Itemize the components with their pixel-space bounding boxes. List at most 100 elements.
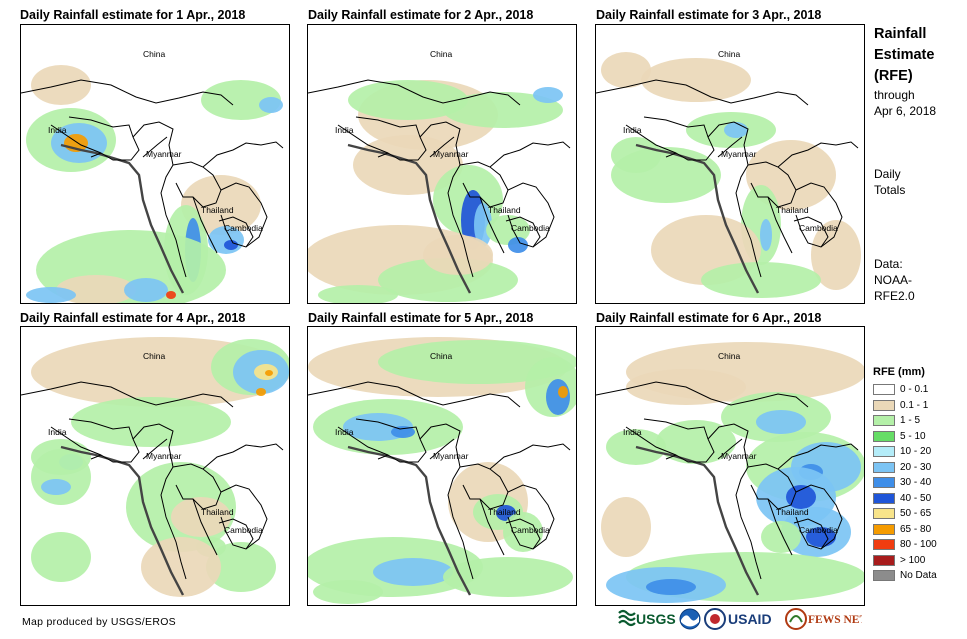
country-border xyxy=(132,121,187,278)
country-border xyxy=(507,484,555,550)
rainfall-area xyxy=(474,203,492,247)
country-border xyxy=(202,141,284,168)
legend-label: 5 - 10 xyxy=(900,430,926,442)
through-text: through Apr 6, 2018 xyxy=(874,87,936,119)
country-border xyxy=(596,79,809,106)
rainfall-area xyxy=(724,122,748,138)
rainfall-area xyxy=(786,485,816,509)
rainfall-map-graphic xyxy=(596,52,861,298)
rainfall-area xyxy=(601,52,651,88)
legend-items: 0 - 0.1 0.1 - 1 1 - 5 5 - 10 10 - 20 20 - 30 3… xyxy=(873,382,963,584)
rainfall-area xyxy=(508,237,528,253)
rainfall-area xyxy=(756,410,806,434)
rainfall-map-graphic xyxy=(21,337,289,597)
credit-text: Map produced by USGS/EROS xyxy=(22,616,176,628)
rainfall-area xyxy=(141,537,221,597)
country-border xyxy=(795,484,843,550)
legend-item: 0 - 0.1 xyxy=(873,382,963,398)
legend-label: No Data xyxy=(900,570,937,582)
country-border xyxy=(793,216,829,248)
country-border xyxy=(419,423,474,580)
rainfall-area xyxy=(265,370,273,376)
country-border xyxy=(489,443,571,470)
daily-label: Daily xyxy=(874,167,901,181)
country-label-india: India xyxy=(335,125,354,135)
legend-label: 10 - 20 xyxy=(900,446,932,458)
country-border xyxy=(337,124,389,154)
country-border xyxy=(625,426,677,456)
rainfall-area xyxy=(166,291,176,299)
country-border xyxy=(707,121,762,278)
legend-swatch xyxy=(873,539,895,551)
rainfall-area xyxy=(373,558,453,586)
rainfall-area xyxy=(443,92,563,128)
rainfall-area xyxy=(26,287,76,303)
legend-swatch xyxy=(873,570,895,582)
rainfall-area xyxy=(313,580,383,604)
country-label-india: India xyxy=(623,427,642,437)
rainfall-area xyxy=(423,235,493,275)
legend-swatch xyxy=(873,492,895,504)
country-border xyxy=(479,498,505,556)
legend-label: > 100 xyxy=(900,554,926,566)
country-border xyxy=(643,116,715,161)
country-label-cambodia: Cambodia xyxy=(799,525,838,535)
legend-label: 40 - 50 xyxy=(900,492,932,504)
through-date: Apr 6, 2018 xyxy=(874,104,937,118)
rainfall-area xyxy=(611,137,661,173)
legend-swatch xyxy=(873,508,895,520)
agency-logos: USGS USAID FEWS NET xyxy=(617,607,867,631)
rainfall-area xyxy=(256,388,266,396)
country-border xyxy=(308,381,521,408)
country-border xyxy=(192,196,218,254)
legend-swatch xyxy=(873,523,895,535)
country-label-india: India xyxy=(623,125,642,135)
rainfall-area xyxy=(641,58,751,102)
fews-net-logo-text: FEWS NET xyxy=(808,614,862,626)
logos-graphic: USGS USAID FEWS NET xyxy=(618,608,867,630)
country-border xyxy=(419,121,474,278)
country-border xyxy=(596,381,809,408)
rainfall-area xyxy=(31,449,91,505)
rainfall-area xyxy=(701,262,821,298)
rainfall-area xyxy=(41,479,71,495)
country-border xyxy=(767,196,793,254)
rainfall-area xyxy=(443,557,573,597)
country-border xyxy=(793,518,829,550)
rainfall-area xyxy=(124,278,168,302)
country-border xyxy=(192,498,218,556)
country-border xyxy=(747,161,797,208)
country-border xyxy=(50,124,102,154)
rainfall-area xyxy=(533,87,563,103)
legend-item: 40 - 50 xyxy=(873,491,963,507)
rainfall-area xyxy=(391,426,415,438)
country-border xyxy=(643,418,715,463)
rainfall-map: China India Myanmar Thailand Cambodia xyxy=(20,326,290,606)
country-label-china: China xyxy=(430,49,453,59)
legend-swatch xyxy=(873,430,895,442)
country-label-china: China xyxy=(430,351,453,361)
country-label-myanmar: Myanmar xyxy=(721,451,757,461)
through-label: through xyxy=(874,88,915,102)
country-border xyxy=(479,196,505,254)
country-label-myanmar: Myanmar xyxy=(433,149,469,159)
usgs-logo: USGS xyxy=(618,609,676,627)
rainfall-map-graphic xyxy=(308,79,571,303)
country-border xyxy=(717,438,743,460)
country-border xyxy=(308,79,521,106)
legend-swatch xyxy=(873,461,895,473)
legend-label: 65 - 80 xyxy=(900,523,932,535)
country-border xyxy=(218,518,254,550)
panel-title: Daily Rainfall estimate for 3 Apr., 2018 xyxy=(596,8,822,22)
country-border xyxy=(337,426,389,456)
country-border xyxy=(717,136,743,158)
data-source-line: RFE2.0 xyxy=(874,289,915,303)
legend-item: 5 - 10 xyxy=(873,429,963,445)
title-line: Rainfall xyxy=(874,26,927,42)
country-label-thailand: Thailand xyxy=(488,205,521,215)
legend-item: > 100 xyxy=(873,553,963,569)
rainfall-area xyxy=(601,497,651,557)
noaa-logo xyxy=(679,608,701,630)
legend-item: 80 - 100 xyxy=(873,537,963,553)
country-border xyxy=(459,463,509,510)
